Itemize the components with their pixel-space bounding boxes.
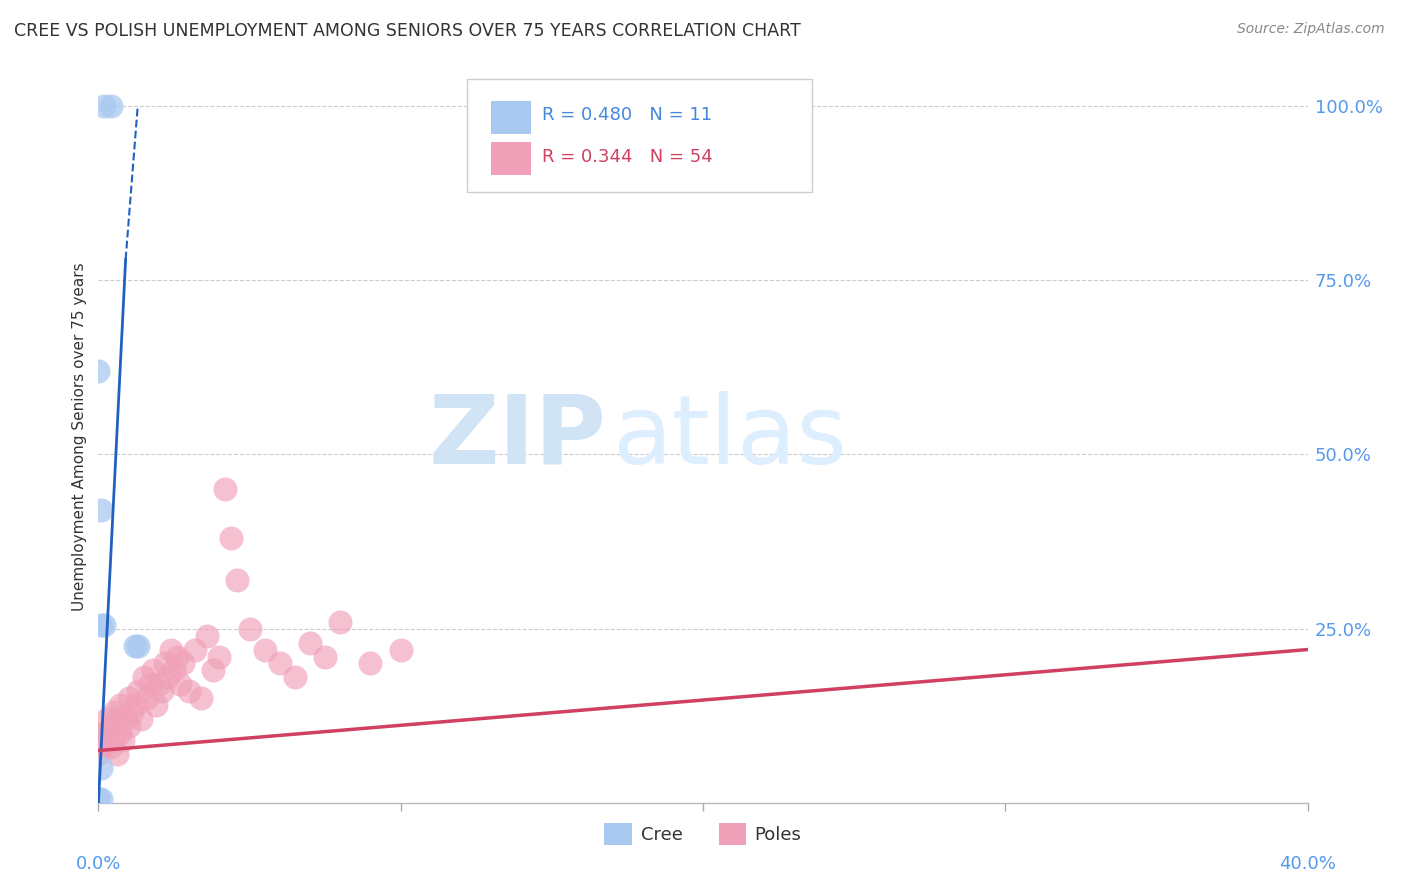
- Point: [253, 642, 276, 657]
- Point: [179, 684, 201, 698]
- Text: CREE VS POLISH UNEMPLOYMENT AMONG SENIORS OVER 75 YEARS CORRELATION CHART: CREE VS POLISH UNEMPLOYMENT AMONG SENIOR…: [14, 22, 801, 40]
- Point: [284, 670, 307, 684]
- Text: R = 0.480   N = 11: R = 0.480 N = 11: [543, 106, 713, 124]
- Point: [108, 726, 131, 740]
- Point: [118, 719, 141, 733]
- Point: [124, 639, 146, 653]
- Point: [105, 712, 128, 726]
- Point: [299, 635, 322, 649]
- Point: [202, 664, 225, 678]
- Point: [103, 705, 125, 719]
- Point: [100, 99, 122, 113]
- Text: 0.0%: 0.0%: [76, 855, 121, 873]
- Point: [124, 698, 146, 713]
- Point: [100, 719, 122, 733]
- Point: [190, 691, 212, 706]
- Point: [145, 698, 167, 713]
- Point: [108, 698, 131, 713]
- Point: [208, 649, 231, 664]
- Point: [96, 712, 118, 726]
- Point: [135, 691, 157, 706]
- Point: [142, 664, 165, 678]
- Point: [389, 642, 412, 657]
- Point: [87, 364, 110, 378]
- Point: [184, 642, 207, 657]
- Point: [153, 657, 176, 671]
- Point: [139, 677, 162, 691]
- Point: [90, 618, 112, 632]
- Point: [93, 618, 115, 632]
- Point: [150, 684, 173, 698]
- Point: [114, 712, 136, 726]
- Point: [360, 657, 382, 671]
- Point: [90, 503, 112, 517]
- Point: [118, 691, 141, 706]
- Y-axis label: Unemployment Among Seniors over 75 years: Unemployment Among Seniors over 75 years: [72, 263, 87, 611]
- Text: Source: ZipAtlas.com: Source: ZipAtlas.com: [1237, 22, 1385, 37]
- Point: [105, 747, 128, 761]
- Point: [111, 733, 134, 747]
- Point: [103, 733, 125, 747]
- Point: [163, 664, 186, 678]
- Point: [226, 573, 249, 587]
- Point: [132, 670, 155, 684]
- Point: [121, 705, 143, 719]
- Legend: Cree, Poles: Cree, Poles: [598, 816, 808, 852]
- Point: [195, 629, 218, 643]
- Point: [127, 684, 149, 698]
- Bar: [492, 143, 531, 175]
- Point: [214, 483, 236, 497]
- Point: [90, 740, 112, 755]
- Point: [90, 792, 112, 806]
- Point: [93, 733, 115, 747]
- Text: R = 0.344   N = 54: R = 0.344 N = 54: [543, 148, 713, 166]
- Bar: [492, 101, 531, 134]
- Point: [166, 649, 188, 664]
- Point: [93, 99, 115, 113]
- Text: ZIP: ZIP: [429, 391, 606, 483]
- FancyBboxPatch shape: [467, 78, 811, 192]
- Point: [90, 726, 112, 740]
- Point: [96, 726, 118, 740]
- Point: [160, 642, 183, 657]
- Point: [239, 622, 262, 636]
- Point: [156, 670, 179, 684]
- Text: 40.0%: 40.0%: [1279, 855, 1336, 873]
- Text: atlas: atlas: [613, 391, 848, 483]
- Point: [148, 677, 170, 691]
- Point: [127, 639, 149, 653]
- Point: [172, 657, 194, 671]
- Point: [87, 792, 110, 806]
- Point: [100, 740, 122, 755]
- Point: [269, 657, 291, 671]
- Point: [329, 615, 352, 629]
- Point: [90, 761, 112, 775]
- Point: [221, 531, 243, 545]
- Point: [169, 677, 191, 691]
- Point: [87, 747, 110, 761]
- Point: [314, 649, 336, 664]
- Point: [129, 712, 152, 726]
